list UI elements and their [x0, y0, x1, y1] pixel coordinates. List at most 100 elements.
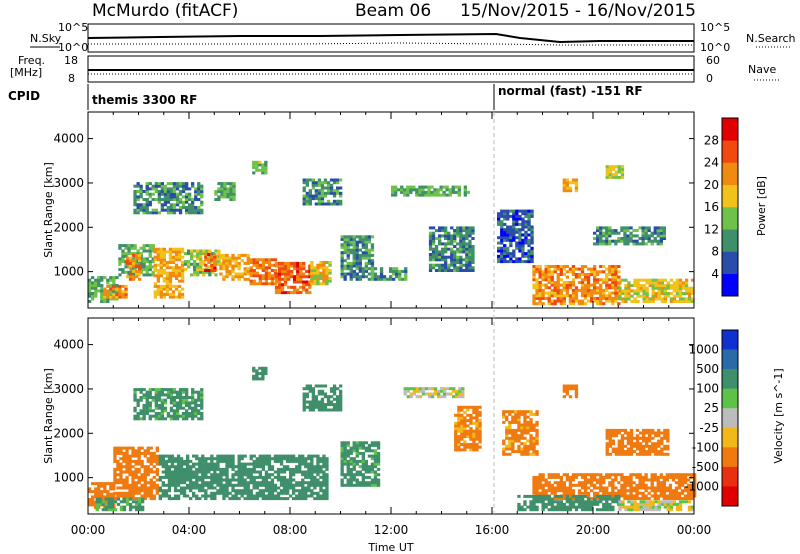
velocity-cell [151, 398, 155, 402]
power-cell [547, 273, 551, 276]
power-cell [214, 198, 218, 201]
velocity-cell [270, 497, 275, 501]
velocity-cell [514, 418, 518, 422]
velocity-cell [213, 457, 217, 461]
nsky-frame [87, 23, 695, 53]
velocity-cell [586, 481, 591, 485]
power-cell [672, 300, 677, 303]
power-cell [264, 269, 269, 272]
velocity-cell [243, 473, 247, 477]
power-cell [264, 279, 269, 283]
power-cell [364, 261, 368, 265]
power-cell [169, 195, 174, 199]
velocity-cell [237, 473, 241, 477]
velocity-cell [361, 478, 365, 482]
velocity-cell [469, 419, 473, 423]
power-cell [468, 266, 472, 270]
velocity-cell [173, 478, 178, 482]
velocity-cell [626, 478, 630, 482]
velocity-cell [671, 494, 676, 498]
power-cell [163, 200, 168, 204]
power-cell [621, 289, 625, 293]
power-cell [145, 198, 149, 201]
power-cell [648, 284, 652, 288]
velocity-cell [556, 489, 560, 493]
power-cell [296, 280, 300, 284]
velocity-cell [138, 505, 142, 509]
power-cell [100, 300, 104, 303]
power-cell [556, 275, 560, 279]
velocity-cell [617, 473, 621, 477]
power-cell [642, 294, 646, 298]
velocity-cell [186, 457, 190, 461]
velocity-cell [307, 470, 311, 474]
power-cell [450, 250, 454, 254]
power-cell [314, 183, 318, 187]
power-cell [456, 229, 460, 233]
velocity-cell [137, 454, 141, 458]
velocity-cell [460, 437, 464, 441]
velocity-cell [556, 502, 560, 506]
velocity-cell [308, 389, 312, 393]
velocity-cell [517, 428, 521, 432]
power-cell [527, 257, 531, 261]
velocity-cell [364, 481, 368, 485]
power-cell [340, 256, 344, 260]
velocity-cell [200, 404, 204, 407]
velocity-cell [298, 497, 302, 501]
power-cell [580, 267, 585, 271]
power-cell [358, 267, 362, 271]
power-cell [145, 187, 149, 191]
power-cell [627, 289, 631, 293]
power-region [370, 267, 408, 281]
velocity-cell [122, 446, 126, 450]
power-cell [618, 289, 622, 293]
velocity-cell [140, 486, 144, 490]
velocity-cell [352, 478, 356, 482]
velocity-cell [641, 481, 645, 485]
velocity-cell [580, 481, 585, 485]
velocity-cell [611, 478, 615, 482]
velocity-cell [361, 457, 365, 461]
velocity-cell [577, 473, 582, 477]
velocity-cell [454, 440, 458, 444]
velocity-cell [319, 486, 323, 490]
power-cell [535, 302, 539, 306]
velocity-cell [626, 475, 630, 479]
power-cell [163, 184, 168, 188]
power-cell [657, 286, 661, 290]
power-cell [518, 244, 522, 248]
velocity-cell [282, 470, 287, 474]
power-cell [112, 281, 116, 285]
velocity-cell [650, 481, 654, 485]
power-cell [465, 247, 469, 251]
power-cell [249, 258, 253, 262]
velocity-cell [355, 470, 359, 474]
power-cell [177, 292, 182, 296]
velocity-cell [302, 403, 306, 407]
power-cell [159, 263, 163, 267]
power-cell [208, 273, 212, 277]
velocity-cell [282, 483, 287, 487]
power-cell [463, 185, 467, 189]
velocity-cell [149, 497, 153, 501]
power-cell [106, 295, 110, 299]
velocity-cell [222, 489, 226, 493]
velocity-cell [690, 473, 694, 477]
power-cell [367, 267, 372, 271]
power-cell [340, 237, 344, 241]
velocity-cell [131, 494, 135, 498]
power-cell [234, 275, 238, 279]
velocity-cell [659, 481, 663, 485]
power-cell [223, 184, 227, 188]
velocity-cell [340, 449, 344, 453]
power-cell [358, 259, 362, 263]
velocity-cell [443, 395, 447, 399]
velocity-cell [352, 473, 356, 477]
power-cell [178, 192, 183, 196]
velocity-cell [249, 454, 253, 458]
power-cell [553, 294, 557, 298]
power-cell [395, 275, 399, 279]
velocity-cell [556, 505, 560, 509]
power-cell [118, 262, 122, 266]
